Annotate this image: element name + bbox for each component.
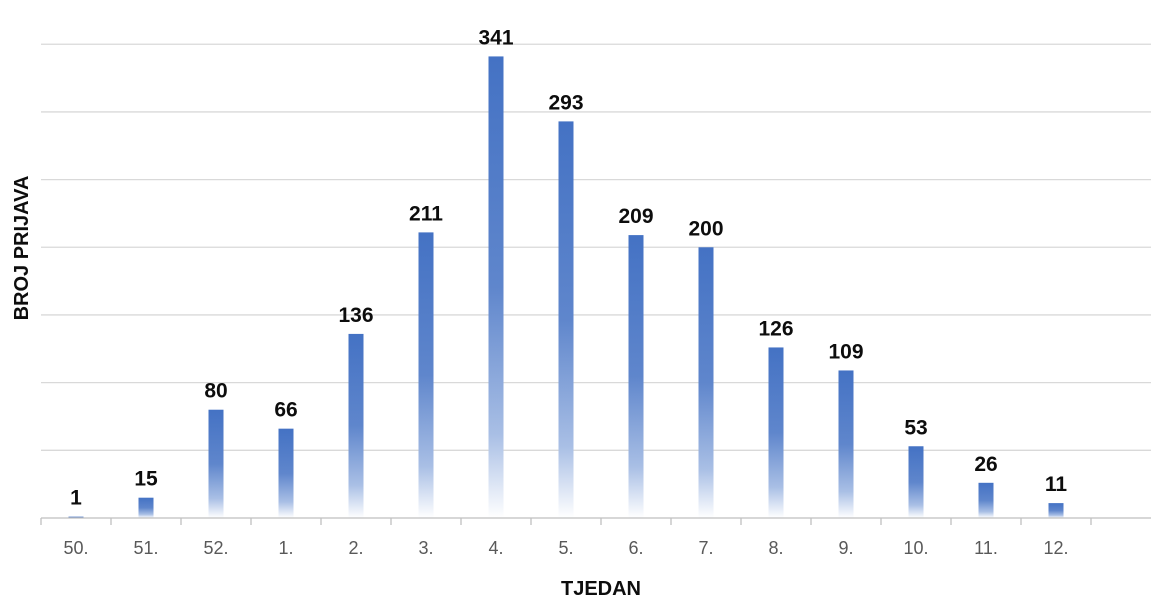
x-tick-label: 2.	[348, 538, 363, 558]
bars	[68, 56, 1064, 519]
x-tick-label: 9.	[838, 538, 853, 558]
data-label: 293	[548, 91, 583, 114]
bar	[348, 333, 364, 518]
data-label: 26	[974, 453, 997, 476]
x-tick-label: 11.	[974, 538, 998, 558]
x-tick-label: 52.	[203, 538, 228, 558]
bar	[418, 232, 434, 519]
data-label: 53	[904, 416, 927, 439]
bar	[68, 516, 84, 518]
data-labels: 1 15 80 66 136 211 341 293 209 200 126 109 53 26 11	[70, 26, 1067, 509]
bar	[908, 446, 924, 518]
data-label: 209	[618, 205, 653, 228]
bar	[138, 497, 154, 518]
data-label: 211	[409, 202, 443, 225]
x-tick-label: 50.	[63, 538, 88, 558]
bar	[208, 409, 224, 518]
data-label: 80	[204, 380, 227, 403]
bar	[838, 370, 854, 518]
x-tick-label: 4.	[488, 538, 503, 558]
x-tick-label: 10.	[903, 538, 928, 558]
data-label: 126	[758, 317, 793, 340]
data-label: 11	[1045, 473, 1068, 496]
x-tick-label: 1.	[278, 538, 293, 558]
x-tick-label: 12.	[1043, 538, 1068, 558]
data-label: 109	[828, 340, 863, 363]
y-axis-title: BROJ PRIJAVA	[11, 176, 33, 321]
bar	[698, 247, 714, 518]
bar	[1048, 503, 1064, 518]
x-tick-label: 6.	[628, 538, 643, 558]
data-label: 200	[688, 217, 723, 240]
data-label: 1	[70, 487, 82, 510]
x-tick-label: 7.	[698, 538, 713, 558]
x-tick-label: 51.	[133, 538, 158, 558]
data-label: 341	[478, 26, 513, 49]
bar	[278, 428, 294, 518]
gridlines	[41, 43, 1151, 451]
bar	[558, 121, 574, 518]
data-label: 136	[338, 304, 373, 327]
x-tick-label: 3.	[418, 538, 433, 558]
bar	[488, 56, 504, 519]
x-tick-label: 5.	[558, 538, 573, 558]
bar	[628, 235, 644, 518]
x-tick-label: 8.	[768, 538, 783, 558]
x-axis: 50. 51. 52. 1. 2. 3. 4. 5. 6. 7. 8. 9. 10. 11. 12.	[40, 517, 1151, 558]
data-label: 15	[134, 468, 158, 491]
bar	[978, 482, 994, 518]
x-axis-title: TJEDAN	[561, 578, 641, 600]
data-label: 66	[274, 399, 297, 422]
bar	[768, 347, 784, 518]
